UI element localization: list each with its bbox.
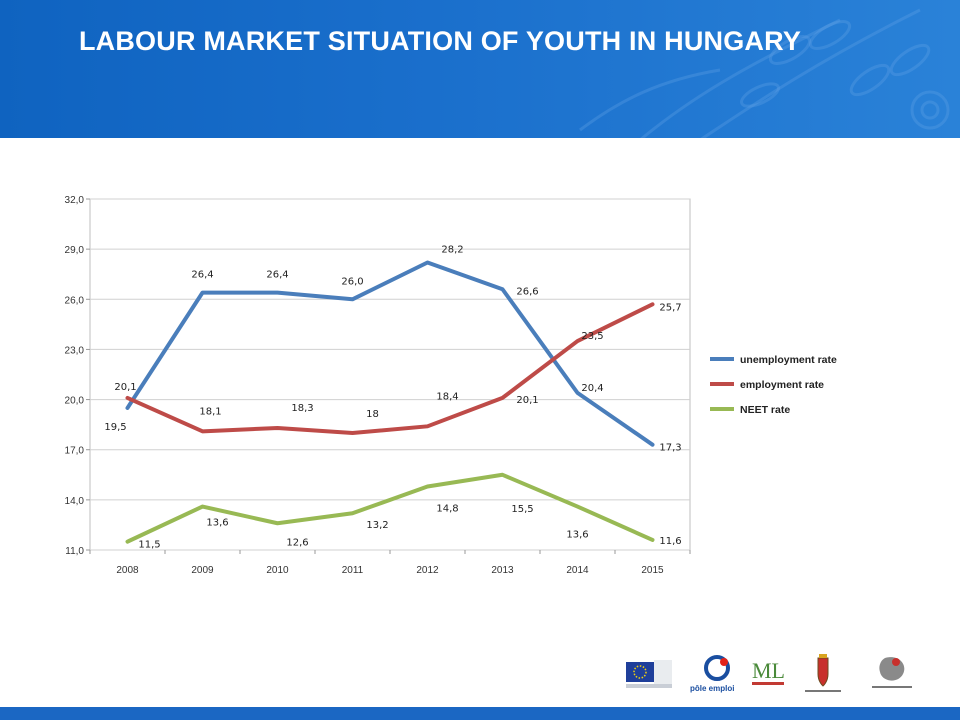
ministry-ml-logo-text: ML — [752, 658, 785, 683]
ministry-ml-logo: ML — [752, 658, 785, 685]
plot-area — [89, 198, 691, 551]
x-tick-label: 2008 — [116, 565, 139, 576]
x-tick-label: 2011 — [342, 565, 364, 576]
y-tick-label: 20,0 — [65, 396, 85, 407]
y-tick-label: 17,0 — [65, 446, 85, 457]
legend-label: employment rate — [740, 379, 824, 391]
y-tick-label: 14,0 — [65, 496, 85, 507]
footer-bar — [0, 707, 960, 720]
data-label: 18,4 — [436, 391, 458, 402]
data-label: 20,1 — [516, 395, 538, 406]
legend-label: NEET rate — [740, 404, 790, 416]
data-label: 13,2 — [366, 520, 388, 531]
data-label: 20,1 — [114, 382, 136, 393]
y-tick-label: 32,0 — [65, 195, 85, 206]
data-label: 18 — [366, 409, 379, 420]
data-label: 19,5 — [104, 422, 126, 433]
y-tick-label: 26,0 — [65, 295, 85, 306]
x-tick-label: 2014 — [566, 565, 589, 576]
x-tick-label: 2012 — [416, 565, 439, 576]
x-tick-label: 2013 — [491, 565, 514, 576]
data-label: 11,6 — [659, 536, 681, 547]
x-tick-label: 2010 — [266, 565, 289, 576]
data-label: 25,7 — [659, 302, 681, 313]
y-tick-label: 29,0 — [65, 245, 85, 256]
series-line-neet-rate — [125, 472, 655, 544]
header-wheat-watermark — [579, 8, 950, 138]
data-label: 28,2 — [441, 245, 463, 256]
line-chart: 11,0 14,0 17,0 20,0 23,0 26,0 29,0 32,0 2008 2009… — [65, 195, 837, 576]
series-line-employment-rate — [125, 302, 655, 435]
pole-emploi-logo: pôle emploi — [690, 655, 734, 693]
data-label: 13,6 — [206, 518, 228, 529]
eu-flag-logo — [626, 660, 672, 688]
data-label: 26,6 — [516, 286, 538, 297]
hungarian-coat-of-arms-logo — [805, 654, 841, 692]
series-line-unemployment-rate — [125, 260, 655, 447]
partner-logos: pôle emploi ML — [620, 650, 940, 700]
x-tick-label: 2015 — [641, 565, 664, 576]
data-label: 14,8 — [436, 503, 458, 514]
data-label: 23,5 — [581, 331, 603, 342]
chart-area: 11,0 14,0 17,0 20,0 23,0 26,0 29,0 32,0 2008 2009… — [0, 138, 960, 638]
y-tick-label: 11,0 — [65, 546, 84, 557]
data-label: 11,5 — [138, 540, 160, 551]
data-label: 26,0 — [341, 276, 363, 287]
data-label: 13,6 — [566, 530, 588, 541]
legend-label: unemployment rate — [740, 354, 837, 366]
data-label: 26,4 — [266, 270, 288, 281]
y-tick-label: 23,0 — [65, 345, 85, 356]
header-banner: LABOUR MARKET SITUATION OF YOUTH IN HUNG… — [0, 0, 960, 138]
x-tick-label: 2009 — [191, 565, 214, 576]
pole-emploi-logo-text: pôle emploi — [690, 684, 734, 693]
employment-service-logo — [872, 657, 912, 688]
data-label: 15,5 — [511, 504, 533, 515]
data-label: 26,4 — [191, 270, 213, 281]
data-label: 18,1 — [199, 406, 221, 417]
data-label: 18,3 — [291, 403, 313, 414]
data-label: 17,3 — [659, 443, 681, 454]
data-label: 20,4 — [581, 383, 603, 394]
data-label: 12,6 — [286, 537, 308, 548]
page-title: LABOUR MARKET SITUATION OF YOUTH IN HUNG… — [78, 26, 802, 56]
